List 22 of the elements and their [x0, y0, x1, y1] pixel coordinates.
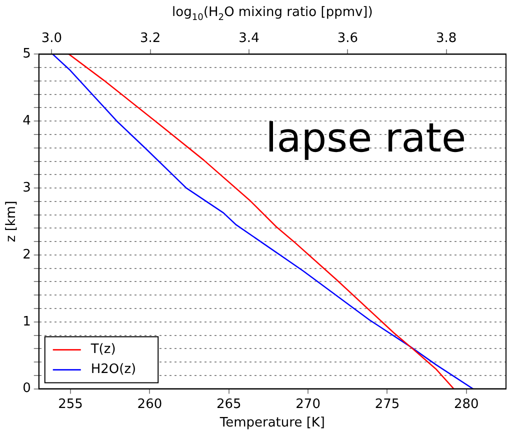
x2-tick-label: 3.8	[436, 30, 457, 46]
legend-label: H2O(z)	[90, 362, 136, 378]
x2-tick-label: 3.0	[41, 30, 62, 46]
y-tick-label: 2	[22, 247, 31, 262]
y-tick-label: 4	[22, 113, 31, 128]
x-tick-label: 280	[454, 396, 479, 412]
x2-tick-label: 3.4	[238, 30, 260, 46]
y-tick-label: 1	[22, 314, 31, 330]
y-tick-label: 3	[22, 180, 31, 196]
annotation: lapse rate	[266, 116, 466, 162]
legend-label: T(z)	[90, 342, 116, 358]
y-tick-label: 0	[22, 381, 31, 396]
x-tick-label: 265	[216, 396, 242, 412]
x-tick-label: 275	[374, 396, 400, 412]
y-axis-title: z [km]	[4, 200, 20, 242]
x2-tick-label: 3.2	[140, 30, 161, 46]
x-tick-label: 270	[296, 396, 320, 412]
x-tick-label: 255	[58, 396, 83, 412]
y-tick-label: 5	[22, 46, 31, 62]
x2-tick-label: 3.6	[337, 30, 358, 46]
x-axis-title: Temperature [K]	[218, 416, 326, 431]
x-tick-label: 260	[137, 396, 162, 412]
